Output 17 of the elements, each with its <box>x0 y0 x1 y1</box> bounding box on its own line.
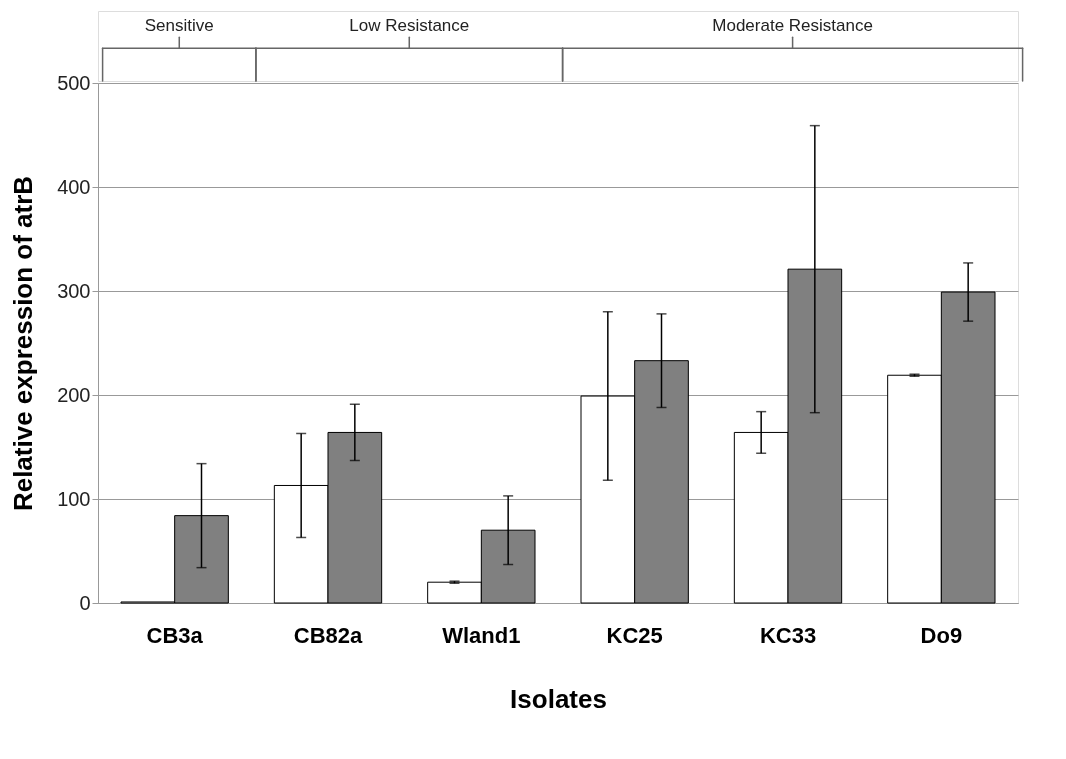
text: Moderate Resistance <box>712 16 873 36</box>
y-tick-label: 300 <box>57 279 91 302</box>
text: Sensitive <box>144 16 214 36</box>
x-tick-label: Do9 <box>920 622 963 648</box>
x-tick-label: KC25 <box>606 622 663 648</box>
y-tick-label: 0 <box>79 591 91 614</box>
y-tick-label: 500 <box>57 71 91 94</box>
y-tick-label: 100 <box>57 487 91 510</box>
y-tick-label: 200 <box>57 383 91 406</box>
x-axis-title: Isolates <box>510 683 607 714</box>
y-axis-title: Relative expression of atrB <box>8 175 39 512</box>
x-tick-label: CB82a <box>293 622 363 648</box>
text: Low Resistance <box>349 16 470 36</box>
x-tick-label: Wland1 <box>442 622 521 648</box>
x-tick-label: KC33 <box>759 622 817 648</box>
y-tick-label: 400 <box>57 175 91 198</box>
x-tick-label: CB3a <box>146 622 204 648</box>
